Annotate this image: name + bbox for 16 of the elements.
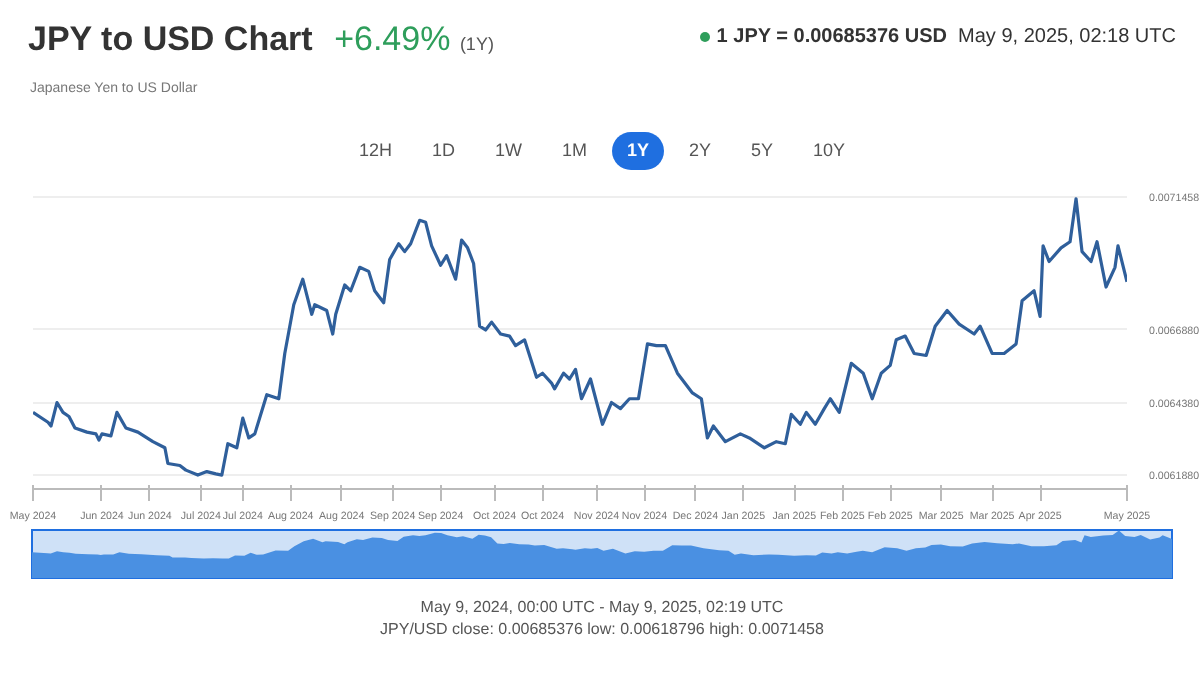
chart-title: JPY to USD Chart <box>28 20 313 58</box>
text: 1D <box>429 138 457 164</box>
text: 1W <box>492 138 524 164</box>
text: 2Y <box>687 138 714 164</box>
line-series <box>33 197 1127 477</box>
text: +6.49% <box>334 20 451 58</box>
text: 1M <box>559 138 589 164</box>
text: 1 JPY = 0.00685376 USD <box>716 26 947 48</box>
text: May 9, 2024, 00:00 UTC - May 9, 2025, 02:19 UTC <box>420 598 784 616</box>
text: JPY/USD close: 0.00685376 low: 0.00618796 high: 0.0071458 <box>380 620 824 639</box>
text: 5Y <box>749 138 776 164</box>
text: (1Y) <box>459 34 494 54</box>
text: 12H <box>356 138 394 164</box>
text: 10Y <box>811 138 848 164</box>
text: May 9, 2025, 02:18 UTC <box>958 26 1176 48</box>
text: 1Y <box>612 132 663 170</box>
